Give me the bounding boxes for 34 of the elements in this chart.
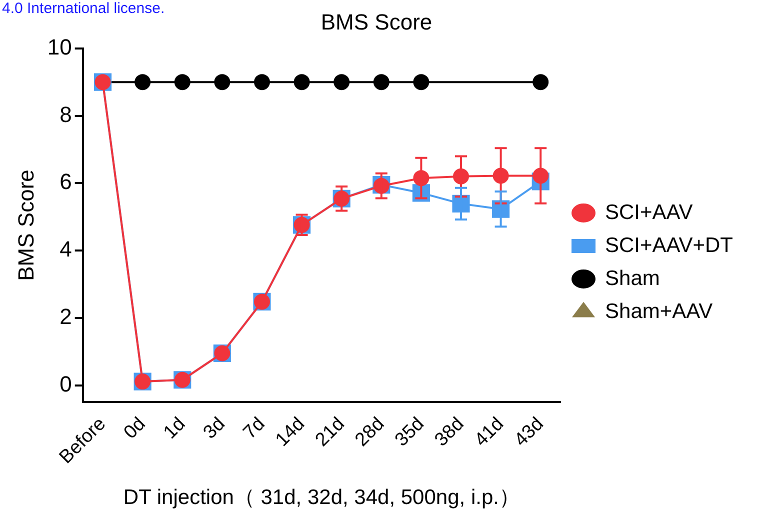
- y-tick-label: 10: [47, 34, 72, 60]
- x-tick-label: 38d: [430, 414, 468, 451]
- point: [214, 74, 230, 90]
- x-tick-label: 43d: [510, 414, 548, 451]
- point: [413, 74, 430, 90]
- legend-label: Sham+AAV: [605, 300, 713, 323]
- y-tick-label: 2: [60, 304, 72, 329]
- y-tick-label: 4: [60, 236, 72, 262]
- y-tick-label: 0: [60, 371, 72, 396]
- x-tick-label: 1d: [160, 414, 190, 444]
- legend-label: SCI+AAV: [605, 200, 693, 224]
- point: [294, 74, 310, 90]
- x-axis-title: DT injection（ 31d, 32d, 34d, 500ng, i.p.）: [123, 486, 520, 510]
- chart-title: BMS Score: [320, 9, 432, 34]
- y-tick-label: 6: [60, 169, 72, 194]
- point: [373, 74, 390, 90]
- x-tick-label: 3d: [200, 414, 230, 444]
- point: [134, 74, 151, 90]
- x-tick-label: 41d: [470, 414, 508, 451]
- x-tick-label: 0d: [120, 414, 150, 444]
- point: [254, 74, 270, 90]
- x-tick-label: 28d: [351, 414, 389, 451]
- y-axis-title: BMS Score: [13, 170, 38, 281]
- text: 4.0 International license.: [2, 0, 165, 17]
- x-tick-label: 14d: [272, 414, 310, 451]
- x-tick-label: 35d: [391, 414, 428, 451]
- legend-label: Sham: [605, 266, 660, 290]
- x-tick-label: 7d: [239, 414, 270, 444]
- legend-label: SCI+AAV+DT: [605, 234, 734, 257]
- point: [174, 74, 190, 90]
- point: [532, 74, 549, 90]
- x-tick-label: 21d: [312, 414, 349, 451]
- point: [334, 74, 350, 90]
- y-tick-label: 8: [60, 102, 72, 127]
